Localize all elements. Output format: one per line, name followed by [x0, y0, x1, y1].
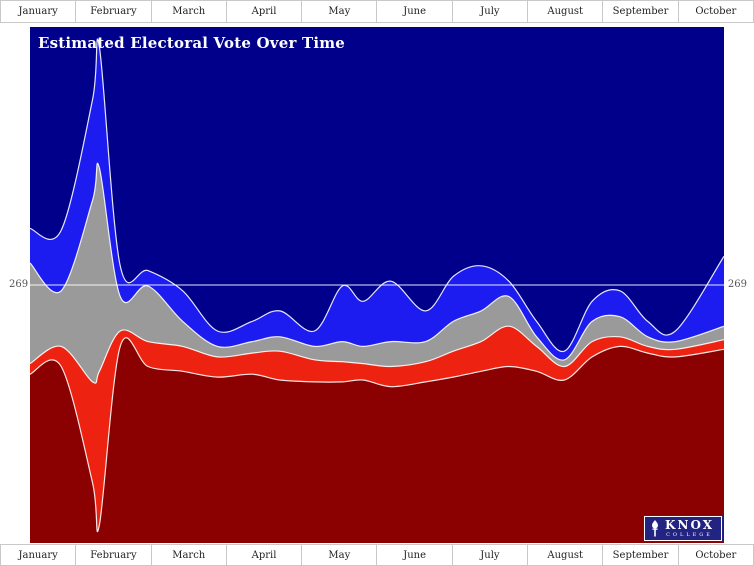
boundary-line — [30, 39, 724, 351]
month-label-bottom-june: June — [376, 544, 453, 566]
area-solid-republican — [30, 337, 724, 543]
month-label-top-march: March — [150, 0, 227, 23]
boundary-line — [30, 326, 724, 383]
month-label-bottom-august: August — [527, 544, 604, 566]
month-label-bottom-october: October — [677, 544, 754, 566]
month-label-top-september: September — [602, 0, 679, 23]
month-label-bottom-march: March — [150, 544, 227, 566]
boundary-line — [30, 163, 724, 360]
chart-area: Estimated Electoral Vote Over Time KNOX … — [30, 27, 724, 543]
month-label-top-june: June — [376, 0, 453, 23]
month-label-bottom-february: February — [75, 544, 152, 566]
month-label-top-july: July — [451, 0, 529, 23]
logo-name: KNOX — [665, 518, 714, 532]
chart-title: Estimated Electoral Vote Over Time — [38, 34, 346, 52]
month-axis-bottom: January February March April May June July Augu… — [0, 544, 754, 566]
logo-subtitle: COLLEGE — [666, 532, 713, 538]
month-label-bottom-september: September — [602, 544, 679, 566]
threshold-label-left: 269 — [9, 279, 29, 290]
torch-icon — [652, 519, 659, 536]
month-label-top-may: May — [301, 0, 378, 23]
month-label-top-january: January — [0, 0, 77, 23]
month-label-bottom-july: July — [451, 544, 529, 566]
month-label-top-february: February — [75, 0, 152, 23]
month-label-top-april: April — [225, 0, 303, 23]
month-label-bottom-may: May — [301, 544, 378, 566]
threshold-label-right: 269 — [727, 279, 747, 290]
knox-college-logo: KNOX COLLEGE — [643, 515, 723, 542]
boundary-line — [30, 338, 724, 532]
month-label-bottom-january: January — [0, 544, 77, 566]
stacked-area-chart — [30, 27, 724, 543]
month-label-bottom-april: April — [225, 544, 303, 566]
month-axis-top: January February March April May June July Augu… — [0, 0, 754, 23]
month-label-top-august: August — [527, 0, 604, 23]
month-label-top-october: October — [677, 0, 754, 23]
